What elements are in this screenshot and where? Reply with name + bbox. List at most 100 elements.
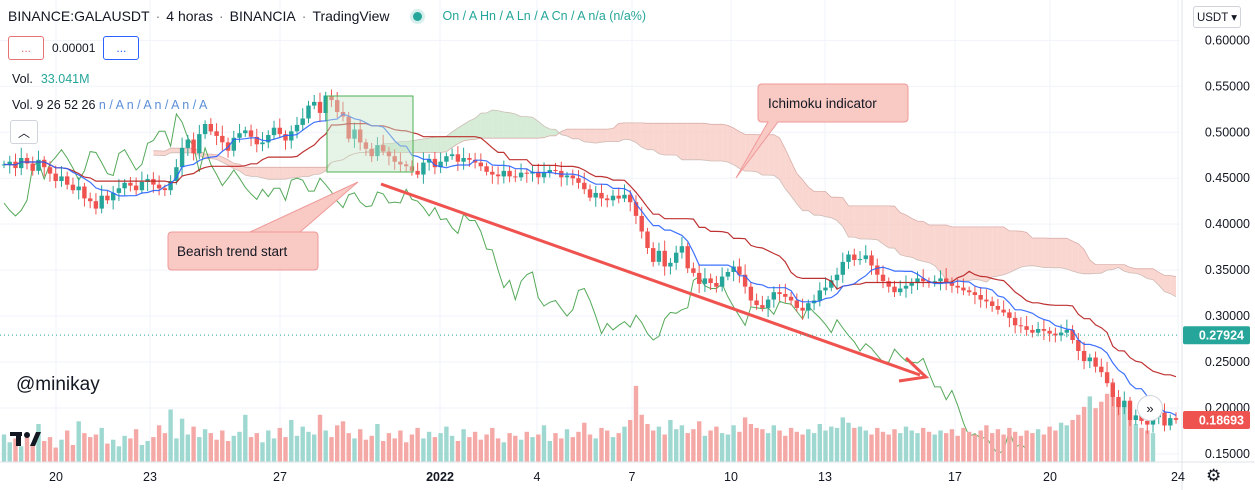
ichimoku-cloud-segment xyxy=(463,120,470,141)
ichimoku-cloud-segment xyxy=(894,206,901,255)
ichimoku-cloud-segment xyxy=(601,129,608,143)
candle-body xyxy=(639,215,644,232)
volume-bar xyxy=(111,439,116,462)
candle-body xyxy=(1076,340,1081,351)
ichimoku-cloud-segment xyxy=(848,205,855,238)
ichimoku-cloud-segment xyxy=(251,167,257,177)
ichimoku-cloud-segment xyxy=(486,110,493,139)
ichimoku-cloud-segment xyxy=(997,226,1004,277)
ichimoku-cloud-segment xyxy=(262,167,269,180)
ichimoku-cloud-segment xyxy=(664,123,671,155)
candle-body xyxy=(243,130,248,134)
ichimoku-cloud-segment xyxy=(1170,275,1176,297)
candle-body xyxy=(823,287,828,291)
candle-body xyxy=(1150,417,1156,425)
volume-bar xyxy=(834,427,840,462)
symbol-name[interactable]: BINANCE:GALAUSDT xyxy=(8,8,150,24)
ichimoku-cloud-segment xyxy=(905,214,912,258)
price-badge xyxy=(1183,411,1250,429)
ichimoku-legend[interactable]: Vol. 9 26 52 26 n / A n / A n / A n / A xyxy=(12,98,207,112)
volume-bar xyxy=(156,425,162,462)
volume-bar xyxy=(662,434,667,462)
candle-body xyxy=(484,166,489,172)
candle-body xyxy=(208,124,213,132)
volume-bar xyxy=(1122,403,1127,462)
volume-bar xyxy=(570,437,575,462)
volume-bar xyxy=(1087,396,1092,462)
ichimoku-cloud-segment xyxy=(687,123,694,160)
volume-bar xyxy=(938,430,943,462)
author-watermark: @minikay xyxy=(16,374,100,395)
ichimoku-cloud-segment xyxy=(837,197,843,227)
ichimoku-cloud-segment xyxy=(498,110,504,139)
volume-bar xyxy=(116,446,122,462)
candle-body xyxy=(892,286,897,293)
candle-body xyxy=(220,135,225,143)
ichimoku-cloud-segment xyxy=(963,226,970,281)
spread-value: 0.00001 xyxy=(52,41,96,55)
scroll-to-realtime-button[interactable]: » xyxy=(1137,395,1163,421)
ichimoku-cloud-segment xyxy=(699,123,705,161)
interval-label[interactable]: 4 horas xyxy=(166,8,213,24)
volume-bar xyxy=(375,424,380,462)
candle-body xyxy=(1064,329,1069,333)
candle-body xyxy=(886,281,891,287)
ichimoku-cloud-segment xyxy=(526,116,533,139)
ohlc-values: On / A Hn / A Ln / A Cn / A n/a (n/a%) xyxy=(442,9,647,23)
volume-bar xyxy=(254,433,259,462)
volume-bar xyxy=(329,437,334,462)
candle-body xyxy=(857,259,863,261)
candle-body xyxy=(599,192,604,199)
currency-selector[interactable]: USDT ▾ xyxy=(1193,6,1241,28)
volume-bar xyxy=(271,438,277,462)
candle-body xyxy=(191,139,196,154)
volume-bar xyxy=(128,438,133,462)
ichimoku-cloud-segment xyxy=(521,116,527,139)
volume-legend[interactable]: Vol. 33.041M xyxy=(12,72,90,86)
time-tick-label: 10 xyxy=(724,470,738,484)
volume-bar xyxy=(168,409,173,462)
candle-body xyxy=(863,255,868,260)
candle-body xyxy=(921,278,926,282)
candle-body xyxy=(1110,383,1115,397)
candle-body xyxy=(507,170,512,177)
candle-body xyxy=(472,159,478,163)
volume-bar xyxy=(823,430,828,462)
ichimoku-cloud-segment xyxy=(762,134,769,176)
candle-body xyxy=(1047,330,1052,334)
sell-button[interactable]: ... xyxy=(8,36,44,60)
volume-bar xyxy=(306,431,311,462)
trade-controls: ... 0.00001 ... xyxy=(8,36,140,60)
volume-bar xyxy=(697,421,702,462)
exchange-label: BINANCIA xyxy=(229,8,296,24)
price-tick-label: 0.15000 xyxy=(1205,447,1250,461)
volume-bar xyxy=(484,434,489,462)
tradingview-logo-icon[interactable] xyxy=(10,428,44,453)
volume-bar xyxy=(392,438,397,462)
volume-bar xyxy=(24,433,30,462)
collapse-legend-button[interactable]: ︿ xyxy=(10,120,38,144)
volume-bar xyxy=(65,430,70,462)
volume-bar xyxy=(679,425,685,462)
volume-bar xyxy=(788,427,794,462)
candle-body xyxy=(88,198,93,202)
volume-bar xyxy=(921,427,926,462)
volume-bar xyxy=(312,434,317,462)
time-tick-label: 17 xyxy=(948,470,962,484)
buy-button[interactable]: ... xyxy=(103,36,140,60)
candle-body xyxy=(777,292,782,294)
bearish-callout-text: Bearish trend start xyxy=(177,244,288,259)
volume-bar xyxy=(248,437,254,462)
ichimoku-cloud-segment xyxy=(314,167,320,175)
gear-icon[interactable]: ⚙ xyxy=(1206,466,1222,485)
candle-body xyxy=(742,274,748,287)
ichimoku-cloud-segment xyxy=(1066,238,1073,272)
candle-body xyxy=(53,173,58,181)
ichimoku-cloud-segment xyxy=(297,167,303,178)
ichimoku-cloud-segment xyxy=(434,137,441,153)
volume-bar xyxy=(518,439,524,462)
ichimoku-cloud-segment xyxy=(842,197,849,238)
candle-body xyxy=(19,158,24,169)
ichimoku-cloud-segment xyxy=(791,161,797,204)
